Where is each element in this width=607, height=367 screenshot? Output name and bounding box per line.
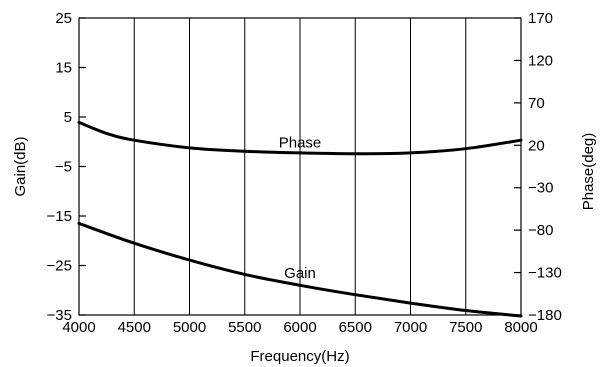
series-line-phase bbox=[77, 120, 523, 156]
x-tick-label: 4500 bbox=[118, 319, 151, 336]
y-left-tick-label: −35 bbox=[47, 307, 72, 324]
plot-frame bbox=[78, 17, 522, 316]
y-left-tick-label: 5 bbox=[64, 109, 72, 126]
y-right-tick-label: −180 bbox=[528, 307, 562, 324]
y-left-tick-label: −5 bbox=[55, 159, 72, 176]
series-label-gain: Gain bbox=[284, 265, 316, 282]
y-left-tick-label: 15 bbox=[55, 60, 72, 77]
y-left-tick-label: 25 bbox=[55, 10, 72, 27]
y-right-tick-label: 120 bbox=[528, 52, 553, 69]
y-left-tick-label: −15 bbox=[47, 208, 72, 225]
series-lines bbox=[77, 120, 523, 318]
y-right-tick-label: 20 bbox=[528, 137, 545, 154]
x-tick-label: 7500 bbox=[449, 319, 482, 336]
tick-labels: 4000 4500 5000 5500 6000 6500 7000 7500 8000 25 15… bbox=[47, 10, 562, 336]
y-right-tick-label: 70 bbox=[528, 95, 545, 112]
series-line-gain bbox=[77, 221, 523, 318]
x-tick-label: 6000 bbox=[283, 319, 316, 336]
y-left-tick-label: −25 bbox=[47, 258, 72, 275]
y-axis-right-label: Phase(deg) bbox=[580, 133, 597, 211]
y-axis-left-label: Gain(dB) bbox=[12, 136, 29, 196]
y-right-tick-label: −30 bbox=[528, 180, 553, 197]
x-tick-label: 7000 bbox=[394, 319, 427, 336]
x-tick-label: 5500 bbox=[228, 319, 261, 336]
vertical-grid bbox=[133, 18, 467, 315]
x-tick-label: 6500 bbox=[339, 319, 372, 336]
x-tick-label: 4000 bbox=[62, 319, 95, 336]
x-axis-label: Frequency(Hz) bbox=[250, 348, 349, 365]
x-tick-label: 5000 bbox=[173, 319, 206, 336]
x-tick-label: 8000 bbox=[504, 319, 537, 336]
series-label-phase: Phase bbox=[279, 135, 322, 152]
y-right-tick-label: −130 bbox=[528, 265, 562, 282]
y-right-tick-label: −80 bbox=[528, 222, 553, 239]
y-right-tick-label: 170 bbox=[528, 10, 553, 27]
